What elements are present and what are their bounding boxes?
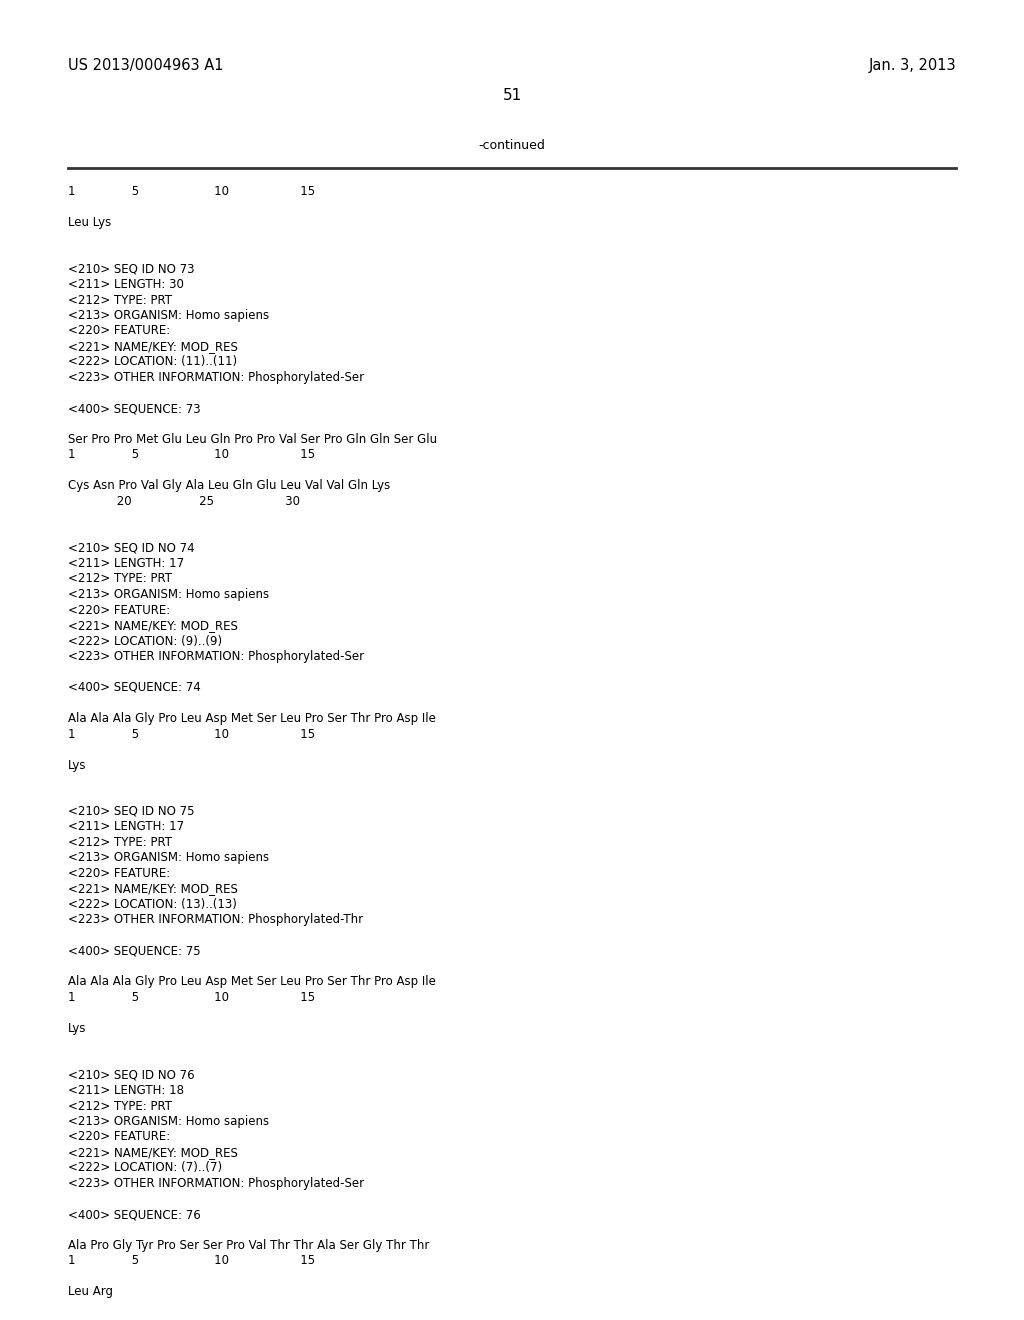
Text: <210> SEQ ID NO 75: <210> SEQ ID NO 75 xyxy=(68,805,195,818)
Text: <222> LOCATION: (7)..(7): <222> LOCATION: (7)..(7) xyxy=(68,1162,222,1175)
Text: US 2013/0004963 A1: US 2013/0004963 A1 xyxy=(68,58,223,73)
Text: <211> LENGTH: 17: <211> LENGTH: 17 xyxy=(68,821,184,833)
Text: 51: 51 xyxy=(503,88,521,103)
Text: Ala Ala Ala Gly Pro Leu Asp Met Ser Leu Pro Ser Thr Pro Asp Ile: Ala Ala Ala Gly Pro Leu Asp Met Ser Leu … xyxy=(68,975,436,989)
Text: <212> TYPE: PRT: <212> TYPE: PRT xyxy=(68,1100,172,1113)
Text: 1               5                    10                   15: 1 5 10 15 xyxy=(68,449,315,462)
Text: Ala Pro Gly Tyr Pro Ser Ser Pro Val Thr Thr Ala Ser Gly Thr Thr: Ala Pro Gly Tyr Pro Ser Ser Pro Val Thr … xyxy=(68,1239,429,1251)
Text: <211> LENGTH: 17: <211> LENGTH: 17 xyxy=(68,557,184,570)
Text: <222> LOCATION: (13)..(13): <222> LOCATION: (13)..(13) xyxy=(68,898,237,911)
Text: Ala Ala Ala Gly Pro Leu Asp Met Ser Leu Pro Ser Thr Pro Asp Ile: Ala Ala Ala Gly Pro Leu Asp Met Ser Leu … xyxy=(68,711,436,725)
Text: <212> TYPE: PRT: <212> TYPE: PRT xyxy=(68,573,172,586)
Text: 1               5                    10                   15: 1 5 10 15 xyxy=(68,991,315,1005)
Text: Ser Pro Pro Met Glu Leu Gln Pro Pro Val Ser Pro Gln Gln Ser Glu: Ser Pro Pro Met Glu Leu Gln Pro Pro Val … xyxy=(68,433,437,446)
Text: <400> SEQUENCE: 76: <400> SEQUENCE: 76 xyxy=(68,1208,201,1221)
Text: <220> FEATURE:: <220> FEATURE: xyxy=(68,325,170,338)
Text: <220> FEATURE:: <220> FEATURE: xyxy=(68,867,170,880)
Text: 1               5                    10                   15: 1 5 10 15 xyxy=(68,1254,315,1267)
Text: <222> LOCATION: (9)..(9): <222> LOCATION: (9)..(9) xyxy=(68,635,222,648)
Text: <213> ORGANISM: Homo sapiens: <213> ORGANISM: Homo sapiens xyxy=(68,587,269,601)
Text: Jan. 3, 2013: Jan. 3, 2013 xyxy=(868,58,956,73)
Text: <210> SEQ ID NO 76: <210> SEQ ID NO 76 xyxy=(68,1068,195,1081)
Text: Cys Asn Pro Val Gly Ala Leu Gln Glu Leu Val Val Gln Lys: Cys Asn Pro Val Gly Ala Leu Gln Glu Leu … xyxy=(68,479,390,492)
Text: <223> OTHER INFORMATION: Phosphorylated-Ser: <223> OTHER INFORMATION: Phosphorylated-… xyxy=(68,371,365,384)
Text: <213> ORGANISM: Homo sapiens: <213> ORGANISM: Homo sapiens xyxy=(68,309,269,322)
Text: <220> FEATURE:: <220> FEATURE: xyxy=(68,1130,170,1143)
Text: <220> FEATURE:: <220> FEATURE: xyxy=(68,603,170,616)
Text: <223> OTHER INFORMATION: Phosphorylated-Ser: <223> OTHER INFORMATION: Phosphorylated-… xyxy=(68,1177,365,1191)
Text: <212> TYPE: PRT: <212> TYPE: PRT xyxy=(68,293,172,306)
Text: Leu Lys: Leu Lys xyxy=(68,216,112,228)
Text: <213> ORGANISM: Homo sapiens: <213> ORGANISM: Homo sapiens xyxy=(68,851,269,865)
Text: -continued: -continued xyxy=(478,139,546,152)
Text: <211> LENGTH: 30: <211> LENGTH: 30 xyxy=(68,279,184,290)
Text: <222> LOCATION: (11)..(11): <222> LOCATION: (11)..(11) xyxy=(68,355,238,368)
Text: <210> SEQ ID NO 74: <210> SEQ ID NO 74 xyxy=(68,541,195,554)
Text: <221> NAME/KEY: MOD_RES: <221> NAME/KEY: MOD_RES xyxy=(68,1146,238,1159)
Text: <400> SEQUENCE: 73: <400> SEQUENCE: 73 xyxy=(68,403,201,414)
Text: <223> OTHER INFORMATION: Phosphorylated-Ser: <223> OTHER INFORMATION: Phosphorylated-… xyxy=(68,649,365,663)
Text: <400> SEQUENCE: 75: <400> SEQUENCE: 75 xyxy=(68,945,201,957)
Text: 1               5                    10                   15: 1 5 10 15 xyxy=(68,185,315,198)
Text: <221> NAME/KEY: MOD_RES: <221> NAME/KEY: MOD_RES xyxy=(68,883,238,895)
Text: <211> LENGTH: 18: <211> LENGTH: 18 xyxy=(68,1084,184,1097)
Text: Lys: Lys xyxy=(68,759,86,771)
Text: <210> SEQ ID NO 73: <210> SEQ ID NO 73 xyxy=(68,263,195,276)
Text: Lys: Lys xyxy=(68,1022,86,1035)
Text: Leu Arg: Leu Arg xyxy=(68,1286,113,1299)
Text: <221> NAME/KEY: MOD_RES: <221> NAME/KEY: MOD_RES xyxy=(68,619,238,632)
Text: <223> OTHER INFORMATION: Phosphorylated-Thr: <223> OTHER INFORMATION: Phosphorylated-… xyxy=(68,913,364,927)
Text: <221> NAME/KEY: MOD_RES: <221> NAME/KEY: MOD_RES xyxy=(68,341,238,352)
Text: <212> TYPE: PRT: <212> TYPE: PRT xyxy=(68,836,172,849)
Text: 20                  25                   30: 20 25 30 xyxy=(68,495,300,508)
Text: <400> SEQUENCE: 74: <400> SEQUENCE: 74 xyxy=(68,681,201,694)
Text: 1               5                    10                   15: 1 5 10 15 xyxy=(68,727,315,741)
Text: <213> ORGANISM: Homo sapiens: <213> ORGANISM: Homo sapiens xyxy=(68,1115,269,1129)
